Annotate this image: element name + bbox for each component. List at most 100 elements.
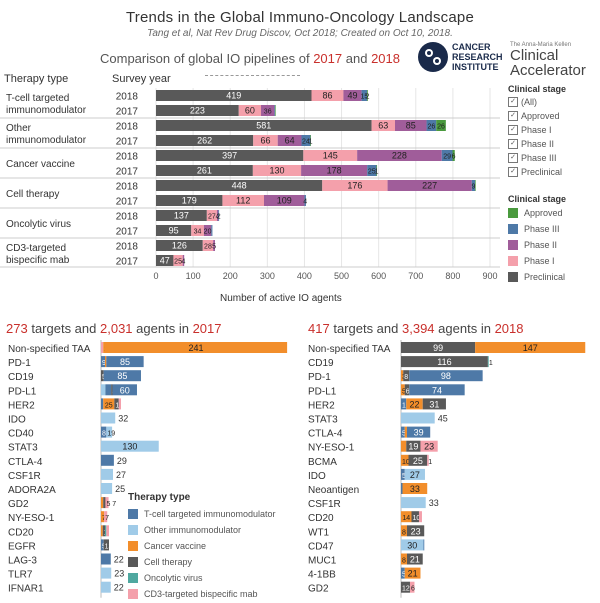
bar-phase-i — [238, 105, 262, 116]
target-label: PD-1 — [308, 372, 331, 383]
bar-value-label: 228 — [392, 151, 407, 161]
filter-item-label: Approved — [521, 111, 560, 121]
filter-list: ✓ (All) ✓ Approved ✓ Phase I ✓ Phase II ✓ Phase I… — [508, 96, 600, 178]
bar-total-label: 23 — [114, 569, 124, 579]
bar-t-cell-targeted-immunomodulator — [401, 398, 407, 410]
bar-cell-therapy — [411, 511, 419, 523]
left-year: 2017 — [192, 321, 222, 336]
filter-item-phase-ii[interactable]: ✓ Phase II — [508, 138, 600, 150]
cri-line2: RESEARCH — [452, 52, 503, 62]
bar-value-label: 9 — [472, 184, 476, 191]
bar-value-label: 25 — [413, 456, 423, 466]
checkbox-icon[interactable]: ✓ — [508, 125, 518, 135]
bar-value-label: 21 — [410, 555, 420, 565]
target-label: Neoantigen — [308, 485, 359, 496]
bar-value-label: 23 — [411, 526, 421, 536]
bar-phase-iii — [301, 135, 311, 146]
bar-phase-i — [222, 195, 264, 206]
filter-item-phase-i[interactable]: ✓ Phase I — [508, 124, 600, 136]
survey-year-label: 2018 — [116, 92, 139, 103]
bar-cell-therapy — [401, 356, 488, 368]
bar-t-cell-targeted-immunomodulator — [106, 356, 144, 368]
bar-other-immunomodulator — [101, 440, 159, 452]
bar-value-label: 19 — [107, 431, 115, 438]
bar-value-label: 130 — [122, 442, 137, 452]
legend-label: CD3-targeted bispecific mab — [144, 588, 258, 599]
target-label: NY-ESO-1 — [308, 443, 355, 454]
right-agents-count: 3,394 — [402, 321, 435, 336]
x-tick-label: 600 — [371, 271, 386, 281]
legend-label: Cell therapy — [144, 556, 193, 567]
bar-value-label: 63 — [378, 121, 388, 131]
bar-value-label: 178 — [327, 166, 342, 176]
checkbox-icon[interactable]: ✓ — [508, 153, 518, 163]
ca-logo-big: Clinical Accelerator — [510, 48, 600, 78]
page-subtitle: Tang et al, Nat Rev Drug Discov, Oct 201… — [147, 28, 453, 39]
bar-phase-iii — [367, 165, 377, 176]
bar-value-label: 5 — [402, 473, 406, 480]
bar-value-label: 2 — [217, 214, 221, 221]
bar-phase-i — [252, 165, 302, 176]
bar-cd3-targeted-bispecific-mab — [104, 511, 108, 523]
target-label: LAG-3 — [8, 556, 37, 567]
bar-value-label: 7 — [102, 515, 106, 522]
target-label: CSF1R — [308, 499, 341, 510]
bar-cancer-vaccine — [104, 342, 288, 353]
checkbox-icon[interactable]: ✓ — [508, 139, 518, 149]
bar-value-label: 26 — [427, 124, 435, 131]
bar-total-label: 22 — [114, 555, 124, 565]
bar-cd3-targeted-bispecific-mab — [427, 454, 429, 466]
bar-value-label: 20 — [204, 229, 212, 236]
filter-item-label: Phase III — [521, 153, 557, 163]
right-year: 2018 — [494, 321, 524, 336]
x-tick-label: 400 — [297, 271, 312, 281]
filter-item-phase-iii[interactable]: ✓ Phase III — [508, 152, 600, 164]
bar-phase-ii — [277, 135, 302, 146]
legend-item-preclinical: Preclinical — [508, 270, 600, 284]
x-tick-label: 200 — [223, 271, 238, 281]
legend-label: Approved — [524, 208, 563, 218]
target-label: Non-specified TAA — [8, 344, 91, 355]
bar-value-label: 5 — [212, 244, 216, 251]
stage-legend-title: Clinical stage — [508, 194, 567, 204]
bar-total-label: 32 — [118, 414, 128, 424]
bar-other-immunomodulator — [101, 581, 111, 593]
bar-phase-iii — [211, 225, 213, 236]
bar-other-immunomodulator — [401, 539, 424, 551]
checkbox-icon[interactable]: ✓ — [508, 111, 518, 121]
bar-approved — [436, 120, 446, 131]
filter-item-all[interactable]: ✓ (All) — [508, 96, 600, 108]
bar-phase-ii — [387, 180, 472, 191]
bar-cancer-vaccine — [406, 398, 423, 410]
cri-logo: CANCER RESEARCH INSTITUTE — [418, 42, 506, 76]
bar-cd3-targeted-bispecific-mab — [101, 342, 104, 353]
therapy-type-label: Oncolytic virus — [6, 219, 71, 230]
legend-swatch — [128, 508, 138, 519]
comparison-underline — [205, 75, 300, 76]
clinical-stage-legend: Clinical stage Approved Phase III Phase II… — [508, 194, 600, 286]
legend-item-oncolytic-virus: Oncolytic virus — [128, 571, 308, 584]
bar-cancer-vaccine — [103, 342, 105, 353]
bar-total-label: 33 — [429, 498, 439, 508]
checkbox-icon[interactable]: ✓ — [508, 167, 518, 177]
target-label: EGFR — [8, 541, 36, 552]
bar-preclinical — [156, 195, 223, 206]
bar-cell-therapy — [408, 454, 428, 466]
bar-value-label: 2 — [366, 94, 370, 101]
bar-value-label: 29 — [443, 154, 451, 161]
bar-value-label: 448 — [232, 181, 247, 191]
bar-value-label: 9 — [102, 360, 106, 367]
right-chart-title: 417 targets and 3,394 agents in 2018 — [308, 321, 523, 336]
checkbox-icon[interactable]: ✓ — [508, 97, 518, 107]
stage-legend-list: Approved Phase III Phase II Phase I Preclini… — [508, 206, 600, 284]
filter-item-approved[interactable]: ✓ Approved — [508, 110, 600, 122]
comparison-and: and — [345, 51, 368, 66]
target-label: CD40 — [8, 429, 34, 440]
filter-item-preclinical[interactable]: ✓ Preclinical — [508, 166, 600, 178]
target-label: CTLA-4 — [8, 457, 43, 468]
target-label: CD19 — [308, 358, 334, 369]
x-tick-label: 700 — [408, 271, 423, 281]
bar-value-label: 262 — [197, 136, 212, 146]
bar-value-label: 8 — [404, 374, 408, 381]
bar-total-label: 29 — [117, 456, 127, 466]
